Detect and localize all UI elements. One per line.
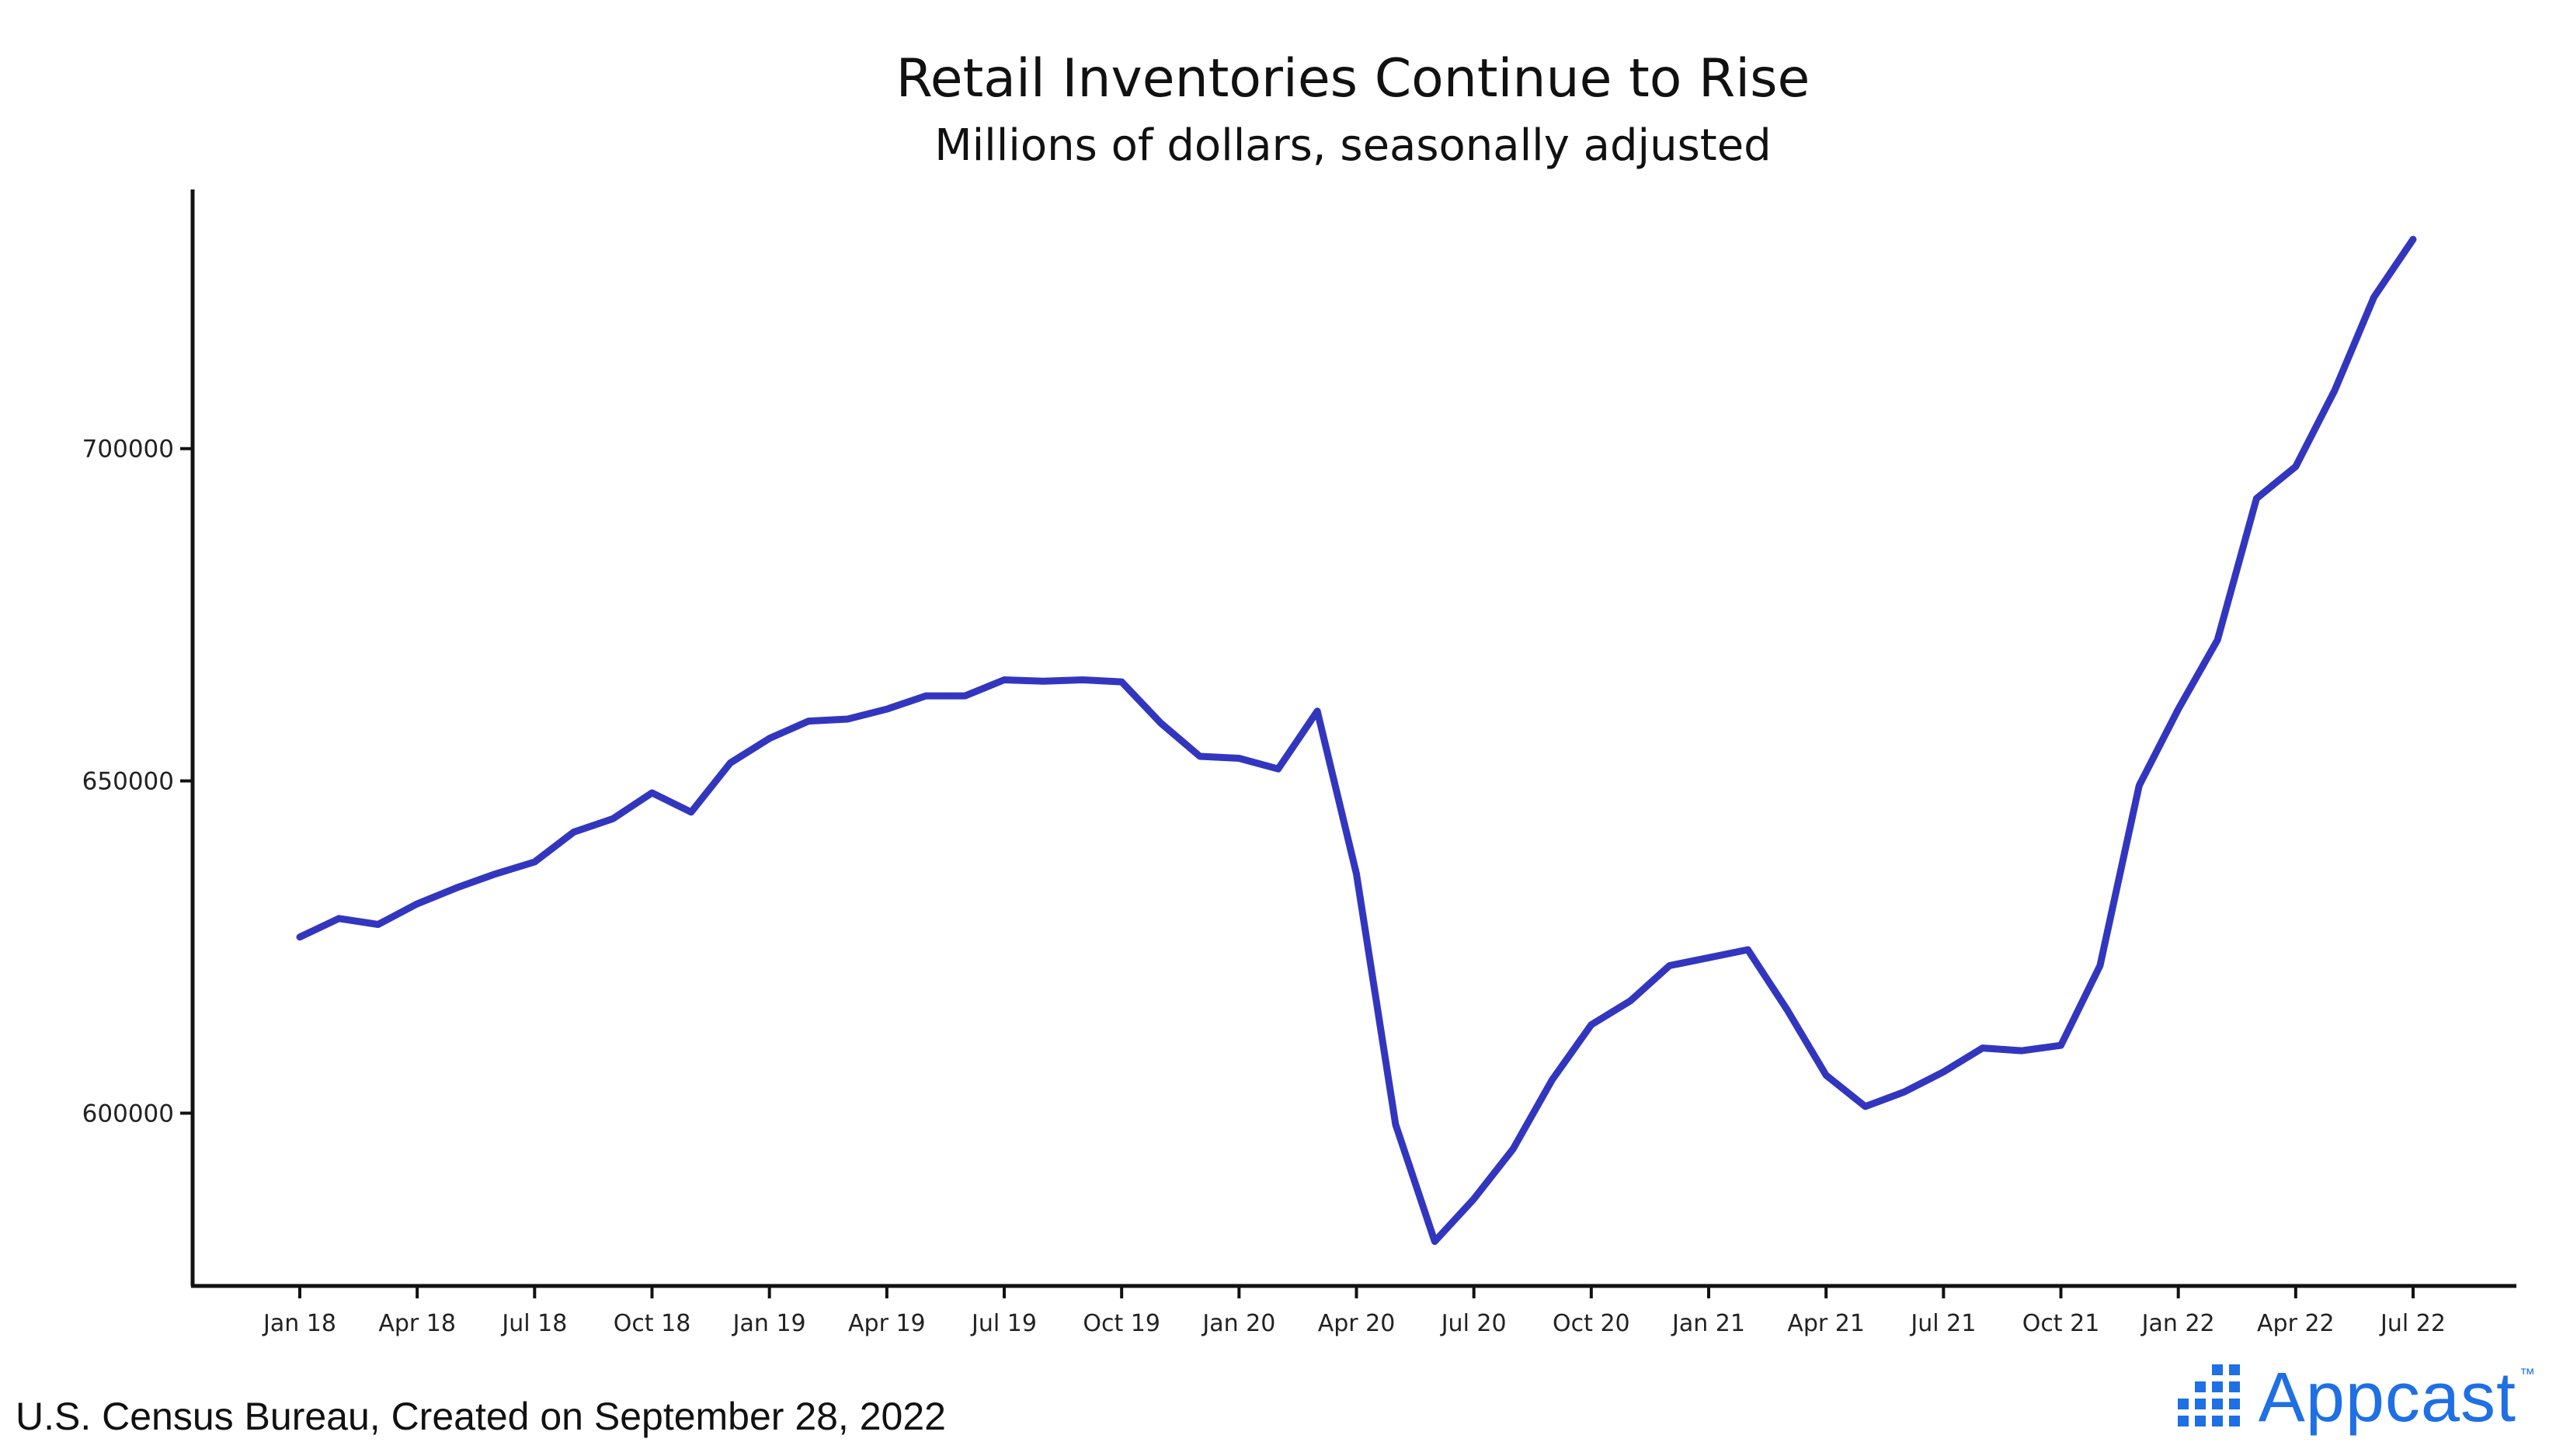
- x-tick-label: Jan 19: [732, 1310, 806, 1337]
- x-tick-label: Jul 18: [500, 1310, 567, 1337]
- y-tick-label: 650000: [82, 768, 174, 796]
- x-tick-label: Jan 18: [262, 1310, 336, 1337]
- x-tick-label: Oct 21: [2022, 1310, 2100, 1337]
- y-axis-ticks: 600000 650000 700000: [82, 436, 193, 1128]
- series-line-retail-inventories: [296, 235, 2417, 1246]
- x-tick-label: Apr 21: [1787, 1310, 1865, 1337]
- brand-logo: Appcast ™: [2177, 1359, 2535, 1437]
- series-layer: [296, 235, 2417, 1246]
- x-tick-label: Apr 19: [848, 1310, 926, 1337]
- y-tick-label: 700000: [82, 436, 174, 464]
- x-tick-label: Oct 20: [1553, 1310, 1630, 1337]
- brand-trademark: ™: [2520, 1366, 2535, 1383]
- source-note: U.S. Census Bureau, Created on September…: [16, 1395, 946, 1438]
- x-tick-label: Apr 18: [378, 1310, 456, 1337]
- x-tick-label: Oct 19: [1083, 1310, 1160, 1337]
- x-tick-label: Oct 18: [614, 1310, 691, 1337]
- y-tick-label: 600000: [82, 1100, 174, 1128]
- x-tick-label: Jan 22: [2140, 1310, 2215, 1337]
- x-tick-label: Apr 22: [2257, 1310, 2335, 1337]
- x-tick-label: Jan 21: [1671, 1310, 1745, 1337]
- chart-subtitle: Millions of dollars, seasonally adjusted: [934, 120, 1771, 171]
- x-tick-label: Jan 20: [1201, 1310, 1275, 1337]
- chart-title: Retail Inventories Continue to Rise: [896, 48, 1810, 109]
- x-tick-label: Jul 19: [970, 1310, 1037, 1337]
- x-tick-label: Apr 20: [1318, 1310, 1396, 1337]
- x-axis-ticks: Jan 18 Apr 18 Jul 18 Oct 18 Jan 19 Apr 19 Jul …: [262, 1286, 2446, 1337]
- appcast-mark-icon: [2177, 1364, 2240, 1426]
- x-tick-label: Jul 20: [1440, 1310, 1507, 1337]
- brand-name: Appcast: [2258, 1358, 2516, 1437]
- x-tick-label: Jul 22: [2379, 1310, 2446, 1337]
- x-tick-label: Jul 21: [1909, 1310, 1976, 1337]
